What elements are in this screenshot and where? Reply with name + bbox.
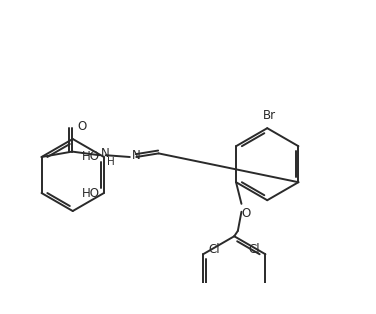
Text: H: H — [107, 157, 115, 167]
Text: Cl: Cl — [249, 243, 260, 257]
Text: O: O — [241, 207, 250, 220]
Text: O: O — [77, 120, 87, 133]
Text: Br: Br — [262, 109, 276, 122]
Text: HO: HO — [82, 150, 100, 164]
Text: HO: HO — [82, 187, 100, 199]
Text: Cl: Cl — [208, 243, 220, 257]
Text: N: N — [101, 147, 110, 160]
Text: N: N — [132, 149, 140, 162]
